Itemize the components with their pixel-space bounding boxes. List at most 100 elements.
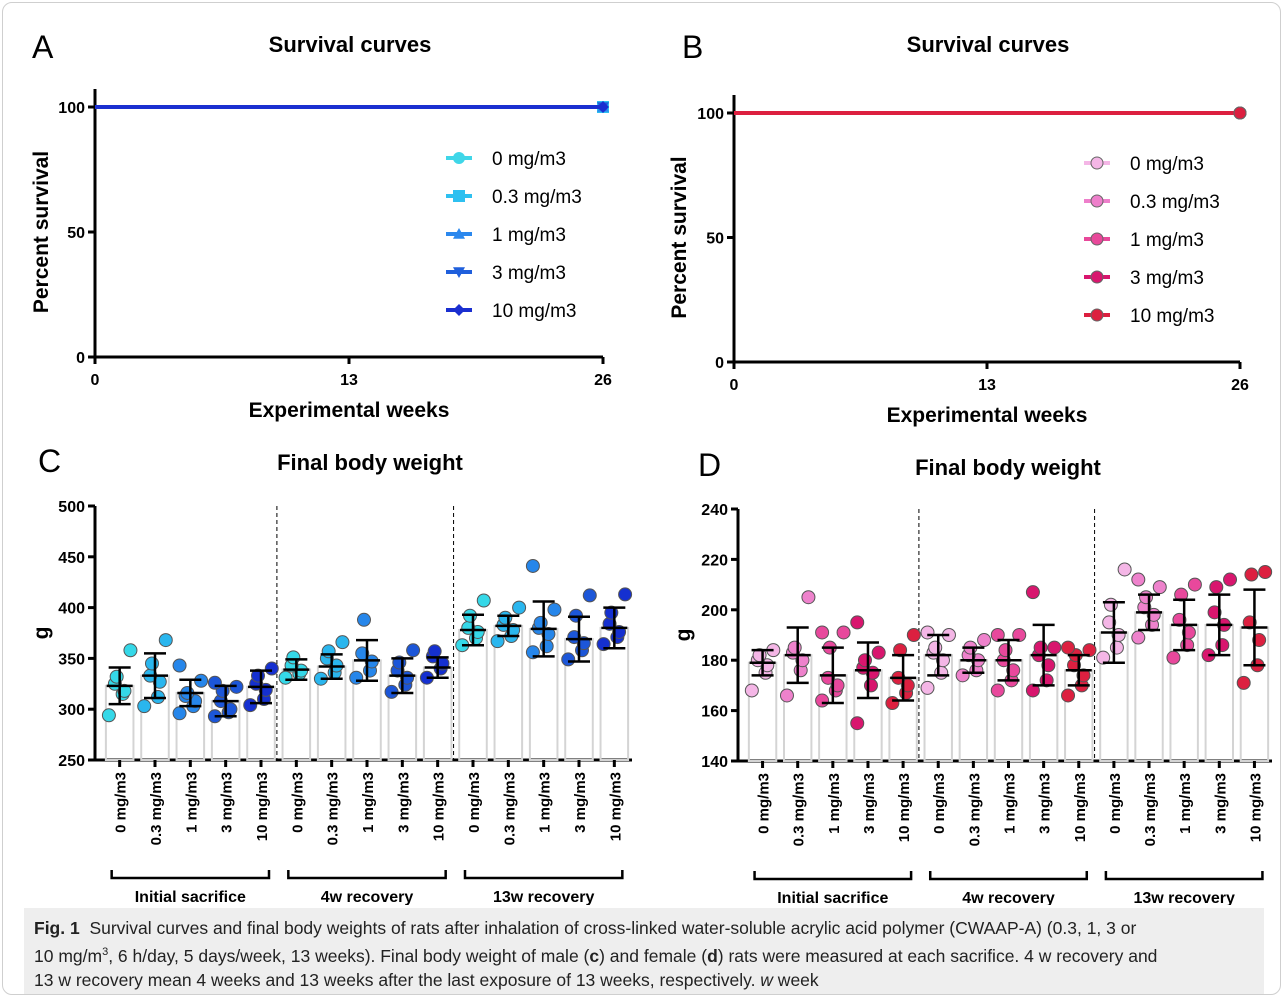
panel-A-legend-label: 0 mg/m3 [492,149,566,170]
panel-C-category-label: 0 mg/m3 [466,772,483,833]
panel-D-data-point [920,680,935,695]
panel-D-category-label: 3 mg/m3 [861,773,878,834]
panel-A-title: Survival curves [269,32,432,57]
panel-A-legend-label: 10 mg/m3 [492,301,576,322]
caption-text-3b: week [772,969,819,990]
panel-B-legend-marker [1090,156,1104,170]
panel-B-x-label: Experimental weeks [887,404,1088,427]
panel-B-y-tick-label: 50 [706,231,724,248]
panel-C-y-tick-label: 450 [58,550,85,567]
panel-B-legend-label: 0.3 mg/m3 [1130,192,1220,213]
panel-D-data-point [1033,640,1048,655]
panel-B-legend-label: 0 mg/m3 [1130,154,1204,175]
panel-C-category-label: 0.3 mg/m3 [148,772,165,845]
panel-C-data-point [512,600,527,615]
panel-C-data-point [490,634,505,649]
panel-D-data-point [1025,683,1040,698]
panel-D-data-point [871,645,886,660]
panel-B-x-tick-label: 26 [1231,377,1249,394]
caption-text-2b: , 6 h/day, 5 days/week, 13 weeks). Final… [108,945,590,966]
panel-A-x-tick-label: 26 [594,372,612,389]
panel-A-y-tick-label: 50 [67,225,85,242]
panel-D-data-point [1242,615,1257,630]
panel-D-data-point [920,625,935,640]
panel-D-category-label: 10 mg/m3 [896,773,913,842]
panel-D-data-point [850,615,865,630]
panel-D-data-point [830,678,845,693]
panel-C-data-point [243,698,258,713]
panel-D-category-label: 1 mg/m3 [1177,773,1194,834]
panel-B-x-tick-label: 13 [978,377,996,394]
panel-A-y-tick-label: 100 [58,100,85,117]
panel-D-data-point [977,633,992,648]
panel-D-data-point [1076,668,1091,683]
panel-D-data-point [1082,643,1097,658]
panel-D-data-point [1139,590,1154,605]
panel-B-series-end-marker [1233,106,1247,120]
caption-text-2f: ) rats were measured at each sacrifice. … [717,945,1158,966]
panel-C-data-point [264,661,279,676]
panel-B-legend-label: 10 mg/m3 [1130,306,1214,327]
panel-D-data-point [990,628,1005,642]
panel-C-data-point [321,644,336,659]
caption-italic-w: w [760,969,773,990]
panel-D-category-label: 0.3 mg/m3 [1142,773,1159,846]
panel-D-group-bracket [753,871,913,881]
panel-D-category-label: 10 mg/m3 [1072,773,1089,842]
panel-A-legend-marker [453,190,465,202]
panel-D-data-point [1166,650,1181,665]
panel-D-y-tick-label: 200 [701,603,728,620]
panel-A-legend-marker [453,228,465,239]
panel-D-data-point [779,688,794,703]
panel-C-category-label: 1 mg/m3 [360,772,377,833]
panel-D-category-label: 0.3 mg/m3 [966,773,983,846]
panel-D-data-point [1236,675,1251,690]
figure-caption: Fig. 1 Survival curves and final body we… [24,908,1264,994]
panel-D-data-point [1061,640,1076,655]
panel-C-data-point [335,635,350,650]
panel-D-group-bracket [928,871,1089,881]
panel-B-x-tick-label: 0 [730,377,739,394]
panel-C-data-point [101,708,116,723]
panel-C-category-label: 0.3 mg/m3 [501,772,518,845]
panel-C-group-label: 13w recovery [493,889,595,905]
caption-text-3a: 13 w recovery mean 4 weeks and 13 weeks … [34,969,761,990]
panel-D-data-point [1187,577,1202,592]
panel-D-data-point [1012,628,1027,642]
panel-C-data-point [427,644,442,659]
panel-D-category-label: 0 mg/m3 [931,773,948,834]
panel-C-group-bracket [110,870,271,880]
panel-A-legend-marker [453,267,465,278]
panel-D-group-label: Initial sacrifice [777,890,888,905]
caption-label: Fig. 1 [34,918,80,938]
panel-D-category-label: 1 mg/m3 [1002,773,1019,834]
panel-C-data-point [525,558,540,573]
panel-C-data-point [357,612,371,627]
panel-A-y-label: Percent survival [30,151,53,313]
panel-C-data-point [539,639,554,654]
panel-letter-A: A [32,29,54,65]
panel-C-y-tick-label: 400 [58,601,85,618]
panel-D-data-point [1061,688,1076,703]
caption-line-2: 10 mg/m3, 6 h/day, 5 days/week, 13 weeks… [34,940,1254,968]
figure-canvas: A B C D Survival curves 0 50 100 0 13 26 Experiment… [30,29,1273,905]
panel-D-data-point [863,678,878,693]
panel-C-category-label: 0 mg/m3 [113,772,130,833]
panel-D-data-point [928,640,943,655]
panel-A-y-tick-label: 0 [76,350,85,367]
panel-C-category-label: 10 mg/m3 [431,772,448,841]
panel-D-title: Final body weight [915,455,1101,480]
panel-B-legend-marker [1090,194,1104,208]
panel-C-data-point [109,669,124,684]
panel-C-data-point [137,699,152,714]
panel-D-category-label: 0.3 mg/m3 [791,773,808,846]
panel-C-data-point [349,670,364,685]
panel-D-data-point [1103,597,1118,612]
panel-D-data-point [1047,640,1062,655]
panel-D-data-point [850,716,865,731]
panel-C-category-label: 1 mg/m3 [537,772,554,833]
panel-D-data-point [1258,565,1273,579]
caption-text-2a: 10 mg/m [34,945,103,966]
panel-C-category-label: 10 mg/m3 [607,772,624,841]
panel-A-legend-label: 3 mg/m3 [492,263,566,284]
